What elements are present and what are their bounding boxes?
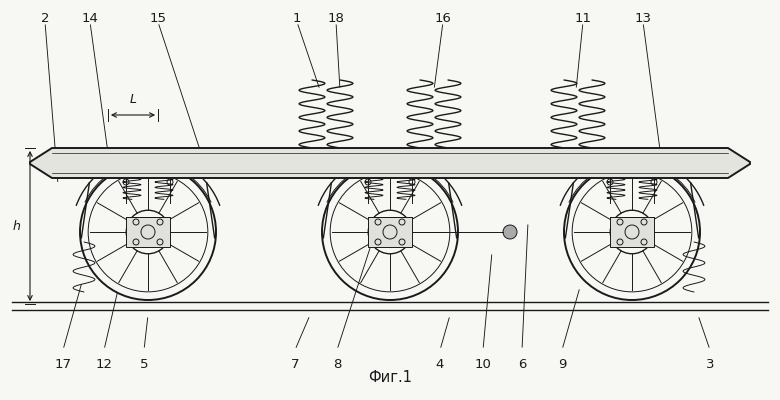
Text: Фиг.1: Фиг.1 xyxy=(368,370,412,386)
Text: 3: 3 xyxy=(706,358,714,371)
Text: 15: 15 xyxy=(150,12,166,25)
Text: 14: 14 xyxy=(82,12,98,25)
Bar xyxy=(610,217,654,247)
Text: 5: 5 xyxy=(140,358,148,371)
Bar xyxy=(126,217,170,247)
Text: 12: 12 xyxy=(95,358,112,371)
Text: 16: 16 xyxy=(434,12,452,25)
Polygon shape xyxy=(30,148,750,178)
Text: 2: 2 xyxy=(41,12,49,25)
Text: L: L xyxy=(129,93,136,106)
Text: 7: 7 xyxy=(291,358,300,371)
Text: 18: 18 xyxy=(328,12,345,25)
Text: 1: 1 xyxy=(292,12,301,25)
Text: 13: 13 xyxy=(634,12,651,25)
Text: 4: 4 xyxy=(436,358,444,371)
Text: 6: 6 xyxy=(518,358,527,371)
Text: 17: 17 xyxy=(55,358,72,371)
Bar xyxy=(368,217,412,247)
Text: h: h xyxy=(12,220,20,232)
Circle shape xyxy=(503,225,517,239)
Text: 8: 8 xyxy=(333,358,341,371)
Text: 11: 11 xyxy=(575,12,591,25)
Text: 9: 9 xyxy=(558,358,566,371)
Text: 10: 10 xyxy=(474,358,491,371)
